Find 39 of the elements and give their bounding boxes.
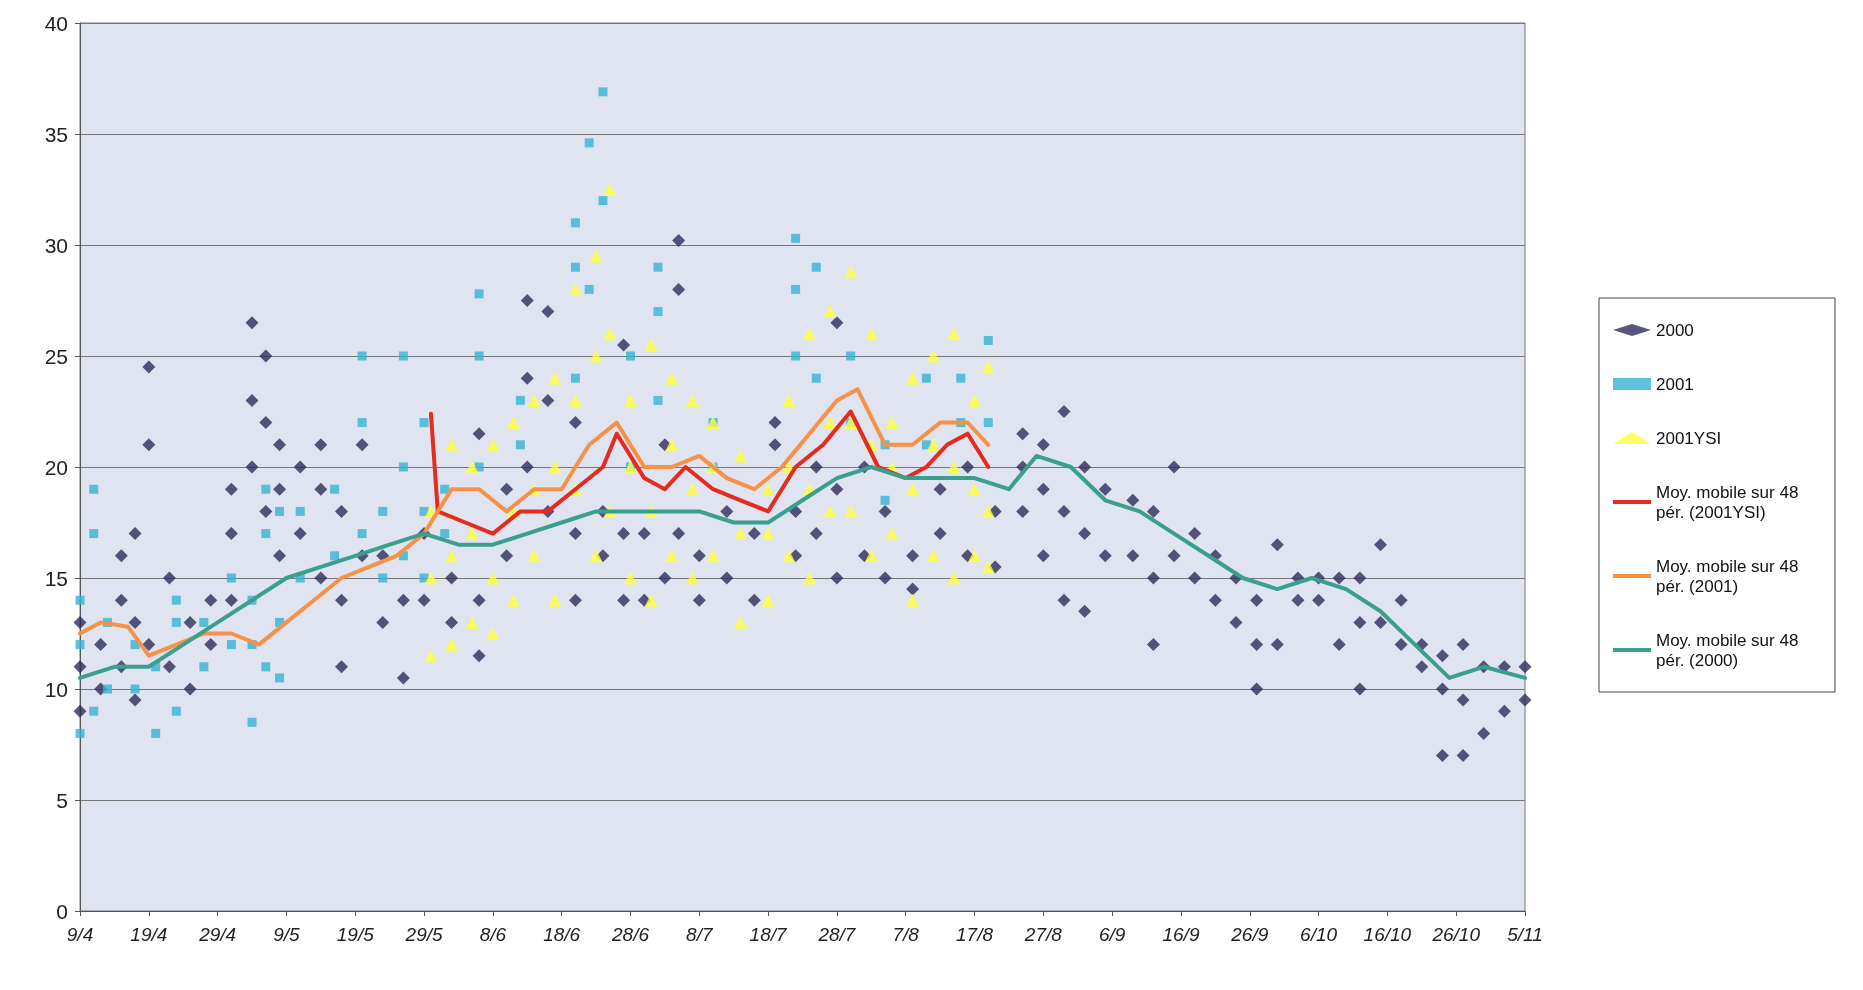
x-tick-label: 26/9 (1230, 924, 1269, 945)
x-tick-label: 18/6 (543, 924, 581, 945)
legend-label: 2001YSI (1656, 428, 1722, 448)
legend-label: Moy. mobile sur 48 pér. (2001) (1656, 556, 1804, 596)
legend-label: Moy. mobile sur 48 pér. (2000) (1656, 630, 1804, 670)
x-tick-label: 8/7 (686, 924, 714, 945)
y-tick-label: 30 (44, 233, 68, 257)
y-tick-label: 0 (56, 899, 68, 923)
y-tick-label: 35 (44, 122, 68, 146)
y-tick-label: 20 (44, 455, 68, 479)
y-tick-label: 25 (44, 344, 68, 368)
x-tick-label: 9/4 (66, 924, 94, 945)
x-tick-label: 6/9 (1098, 924, 1126, 945)
x-tick-label: 19/5 (336, 924, 375, 945)
x-tick-label: 7/8 (892, 924, 920, 945)
x-tick-label: 18/7 (749, 924, 789, 945)
y-tick-label: 40 (44, 11, 68, 35)
y-tick-label: 15 (44, 566, 68, 590)
x-tick-label: 9/5 (273, 924, 301, 945)
x-tick-label: 28/7 (817, 924, 857, 945)
y-tick-label: 10 (44, 677, 68, 701)
x-tick-label: 16/10 (1363, 924, 1412, 945)
x-tick-label: 16/9 (1162, 924, 1200, 945)
line-series (78, 453, 1527, 680)
x-tick-label: 26/10 (1431, 924, 1481, 945)
legend-label: 2001 (1656, 374, 1694, 394)
x-tick-label: 27/8 (1023, 924, 1063, 945)
y-tick-label: 5 (56, 788, 68, 812)
line-series (78, 387, 991, 658)
x-tick-label: 6/10 (1300, 924, 1338, 945)
x-tick-label: 19/4 (130, 924, 168, 945)
x-tick-label: 5/11 (1507, 924, 1543, 945)
x-tick-label: 29/5 (404, 924, 443, 945)
x-tick-label: 28/6 (610, 924, 650, 945)
x-tick-label: 17/8 (956, 924, 994, 945)
x-tick-label: 29/4 (198, 924, 237, 945)
x-tick-label: 8/6 (479, 924, 507, 945)
legend-label: Moy. mobile sur 48 pér. (2001YSI) (1656, 482, 1804, 522)
legend-label: 2000 (1656, 320, 1694, 340)
